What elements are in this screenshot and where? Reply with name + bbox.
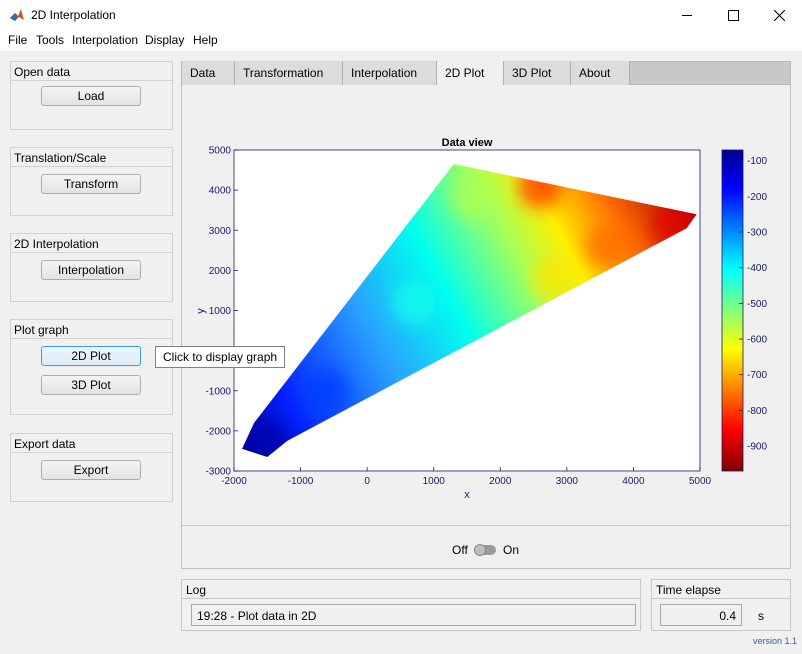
value-region [305,368,350,413]
log-panel: Log 19:28 - Plot data in 2D [181,579,641,631]
x-axis-ticks: -2000 -1000 0 1000 2000 3000 4000 5000 [221,467,712,487]
toggle-on-label: On [503,543,520,557]
menu-interpolation[interactable]: Interpolation [72,33,139,47]
interpolation-panel: 2D Interpolation Interpolation [10,233,173,302]
log-title: Log [186,583,207,597]
time-unit-label: s [758,609,764,623]
tab-3d-plot[interactable]: 3D Plot [504,61,571,85]
panel-title: 2D Interpolation [14,237,99,251]
value-region [391,280,436,325]
maximize-icon [727,10,739,21]
panel-title: Translation/Scale [14,151,107,165]
translation-scale-panel: Translation/Scale Transform [10,147,173,216]
colorbar [721,149,744,472]
time-value-field: 0.4 [660,604,742,626]
x-tick-label: 4000 [622,476,645,487]
y-tick-label: 5000 [209,146,232,157]
y-tick-label: -1000 [205,386,231,397]
matlab-logo-icon [9,7,25,23]
window-title: 2D Interpolation [31,8,116,22]
tooltip-text: Click to display graph [163,350,278,364]
tab-interpolation[interactable]: Interpolation [343,61,437,85]
x-axis-label: x [464,489,470,501]
toggle-off-label: Off [452,543,468,557]
interpolation-button[interactable]: Interpolation [41,260,141,280]
x-tick-label: -1000 [288,476,314,487]
chart-title: Data view [442,137,493,149]
menu-help[interactable]: Help [193,33,218,47]
colorbar-tick-label: -500 [747,299,767,310]
colorbar-tick-label: -300 [747,228,767,239]
export-data-panel: Export data Export [10,433,173,502]
close-icon [773,10,785,21]
colorbar-tick-label: -700 [747,370,767,381]
y-tick-label: 3000 [209,226,232,237]
data-view-chart: Data view -2000 -1000 0 1000 2000 3000 4000 500… [195,137,767,501]
surface-fill [242,164,697,457]
time-elapse-title: Time elapse [656,583,721,597]
plot-graph-panel: Plot graph 2D Plot 3D Plot [10,319,173,415]
2d-plot-button[interactable]: 2D Plot [41,346,141,366]
colorbar-tick-label: -100 [747,156,767,167]
interpolated-surface [242,164,697,457]
colorbar-tick-label: -400 [747,263,767,274]
value-region [531,256,576,301]
minimize-button[interactable] [664,0,710,31]
menu-bar [0,31,802,51]
x-tick-label: -2000 [221,476,247,487]
tab-data[interactable]: Data [182,61,235,85]
x-tick-label: 1000 [423,476,446,487]
tab-2d-plot[interactable]: 2D Plot [437,61,504,85]
menu-display[interactable]: Display [145,33,185,47]
x-tick-label: 5000 [689,476,712,487]
panel-title: Export data [14,437,76,451]
y-tick-label: 1000 [209,306,232,317]
transform-button[interactable]: Transform [41,174,141,194]
maximize-button[interactable] [710,0,756,31]
menu-file[interactable]: File [8,33,28,47]
colorbar-tick-label: -800 [747,406,767,417]
menu-tools[interactable]: Tools [36,33,65,47]
x-tick-label: 3000 [556,476,579,487]
x-tick-label: 0 [364,476,370,487]
open-data-panel: Open data Load [10,61,173,130]
tab-about[interactable]: About [571,61,630,85]
minimize-icon [682,15,692,16]
log-message-field: 19:28 - Plot data in 2D [191,604,636,626]
y-tick-label: 2000 [209,266,232,277]
time-elapse-panel: Time elapse 0.4 s [651,579,791,631]
colorbar-tick-label: -600 [747,335,767,346]
y-axis-label: y [195,308,207,314]
close-button[interactable] [756,0,802,31]
panel-title: Plot graph [14,323,69,337]
x-tick-label: 2000 [489,476,512,487]
colorbar-tick-label: -200 [747,192,767,203]
colorbar-tick-label: -900 [747,442,767,453]
y-tick-label: -2000 [205,426,231,437]
toggle-knob[interactable] [474,544,486,556]
y-tick-label: 4000 [209,186,232,197]
colorbar-ticks: -100 -200 -300 -400 -500 -600 -700 -800 -900 [739,156,767,453]
tab-transformation[interactable]: Transformation [235,61,343,85]
export-button[interactable]: Export [41,460,141,480]
load-button[interactable]: Load [41,86,141,106]
3d-plot-button[interactable]: 3D Plot [41,375,141,395]
value-region [584,224,629,269]
version-label: version 1.1 [753,636,798,646]
plot-panel [182,85,790,526]
panel-title: Open data [14,65,71,79]
value-region [451,176,496,221]
title-bar: 2D Interpolation [0,0,802,32]
y-tick-label: -3000 [205,467,231,478]
tooltip: Click to display graph [155,346,286,368]
